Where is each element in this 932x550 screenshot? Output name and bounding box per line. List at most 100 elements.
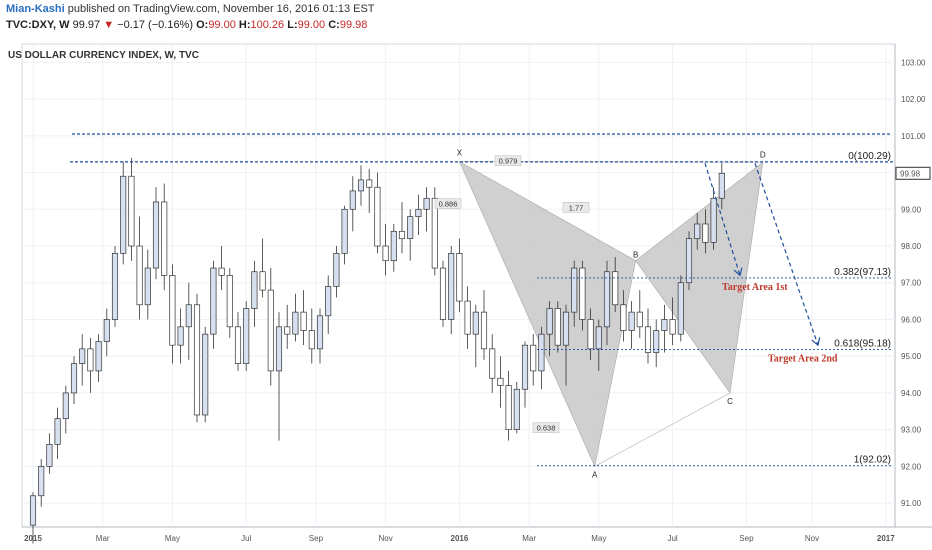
y-tick-label: 97.00 <box>901 279 922 288</box>
ratio-box <box>434 198 462 209</box>
candle-body <box>54 418 61 445</box>
y-tick-label: 93.00 <box>901 426 922 435</box>
candle-body <box>177 326 184 346</box>
candle-body <box>38 466 45 497</box>
y-tick-label: 92.00 <box>901 462 922 471</box>
candle-body <box>685 238 693 284</box>
last-price-marker <box>895 166 931 180</box>
candle-body <box>234 326 242 364</box>
candle-body <box>349 190 356 210</box>
y-tick-label: 96.00 <box>901 315 922 324</box>
candle-body <box>505 385 512 431</box>
pattern-point-x: X <box>457 149 463 158</box>
pattern-point-c: C <box>727 397 733 406</box>
candle-body <box>497 377 504 386</box>
price-axis: 91.00 92.00 93.00 94.00 95.00 96.00 97.00 98.00… <box>895 58 931 508</box>
arrow-target-1-head <box>733 267 743 277</box>
candle-body <box>464 300 471 335</box>
candle-body <box>489 348 496 379</box>
pattern-point-b: B <box>633 251 638 260</box>
arrow-target-2-head <box>811 337 821 347</box>
candle-body <box>530 344 537 372</box>
candle-body <box>636 311 643 328</box>
candle-body <box>202 333 209 416</box>
candle-body <box>669 319 676 335</box>
last-price: 99.97 <box>72 19 101 31</box>
pattern-point-d: D <box>760 150 766 159</box>
candle-body <box>210 267 217 335</box>
down-arrow-icon: ▼ <box>103 19 115 31</box>
candle-body <box>612 271 619 306</box>
x-tick-label: 2015 <box>24 534 42 543</box>
x-tick-label: 2017 <box>877 534 895 543</box>
candle-body <box>128 175 135 247</box>
x-tick-label: Jul <box>667 534 677 543</box>
candle-body <box>325 286 332 317</box>
annotations: 0(100.29) 0.382(97.13) 0.618(95.18) 1(92.02… <box>434 149 891 479</box>
x-tick-label: Mar <box>522 534 536 543</box>
price-change: −0.17 (−0.16%) <box>117 19 194 31</box>
candle-body <box>546 308 553 335</box>
candle-body <box>661 319 668 331</box>
candle-body <box>144 267 151 306</box>
fib-level-label: 0(100.29) <box>848 151 891 162</box>
ratio-box <box>532 422 560 433</box>
candle-body <box>62 392 69 419</box>
candle-body <box>120 175 127 254</box>
candle-body <box>251 271 258 309</box>
candle-body <box>702 223 709 243</box>
high-value: 100.26 <box>250 19 285 31</box>
candle-body <box>152 201 160 269</box>
candle-body <box>439 267 447 320</box>
fib-levels <box>70 133 893 467</box>
candle-body <box>587 319 594 350</box>
candle-body <box>87 348 94 372</box>
author-name[interactable]: Mian-Kashi <box>6 3 65 15</box>
candle-body <box>316 315 324 350</box>
ratio-label: 0.638 <box>537 424 556 433</box>
pattern-point-a: A <box>592 470 598 479</box>
close-value: 99.98 <box>339 19 368 31</box>
low-value: 99.00 <box>297 19 326 31</box>
candle-body <box>472 311 479 335</box>
candle-body <box>456 253 463 302</box>
x-tick-label: May <box>165 534 180 543</box>
candle-body <box>95 341 102 372</box>
projection-arrows <box>704 163 821 347</box>
candle-body <box>333 253 340 287</box>
ratio-label: 1.77 <box>569 203 584 212</box>
candle-body <box>431 197 438 269</box>
low-label: L: <box>287 19 298 31</box>
open-label: O: <box>196 19 209 31</box>
candle-body <box>79 348 86 364</box>
y-tick-label: 103.00 <box>901 58 926 67</box>
y-tick-label: 98.00 <box>901 242 922 251</box>
candle-body <box>103 319 110 342</box>
candle-body <box>366 179 373 188</box>
candle-body <box>390 230 397 262</box>
chart-title: US DOLLAR CURRENCY INDEX, W, TVC <box>8 50 199 61</box>
candle-body <box>300 311 307 331</box>
candle-body <box>374 186 381 247</box>
candle-body <box>136 245 143 306</box>
candle-body <box>382 245 389 262</box>
candle-body <box>284 326 291 335</box>
candle-body <box>603 271 611 328</box>
candle-body <box>644 326 652 353</box>
candle-body <box>111 253 119 320</box>
candle-body <box>554 308 561 346</box>
close-label: C: <box>328 19 340 31</box>
candle-body <box>46 444 53 467</box>
candle-body <box>218 267 225 276</box>
y-tick-label: 95.00 <box>901 352 922 361</box>
candle-body <box>398 230 406 240</box>
candle-body <box>423 197 430 210</box>
x-tick-label: Jul <box>241 534 251 543</box>
candle-body <box>161 201 168 276</box>
candle-body <box>226 275 233 328</box>
x-tick-label: Sep <box>309 534 324 543</box>
candle-body <box>513 388 520 431</box>
candle-body <box>70 363 78 394</box>
x-tick-label: May <box>591 534 606 543</box>
